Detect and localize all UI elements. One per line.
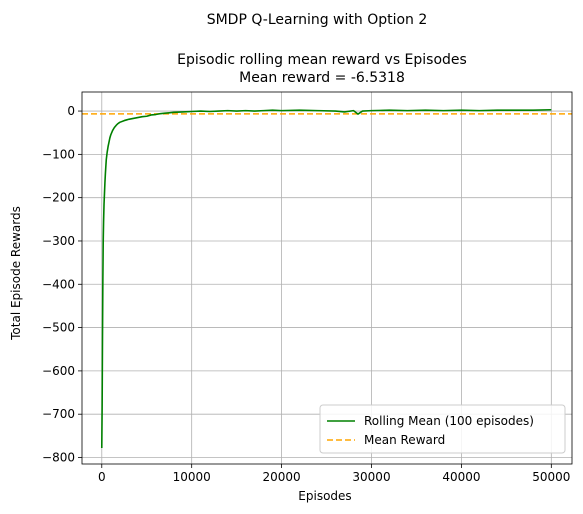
y-tick-label: −700: [42, 407, 75, 421]
legend: Rolling Mean (100 episodes) Mean Reward: [319, 404, 566, 454]
y-axis-ticks: 0 −100 −200 −300 −400 −500 −600 −700 −800: [42, 104, 82, 465]
x-tick-label: 20000: [263, 470, 301, 484]
x-axis-ticks: 0 10000 20000 30000 40000 50000: [98, 464, 570, 484]
x-tick-label: 0: [98, 470, 106, 484]
y-tick-label: −300: [42, 234, 75, 248]
chart-suptitle: SMDP Q-Learning with Option 2: [207, 12, 428, 28]
x-axis-label: Episodes: [298, 489, 351, 503]
y-tick-label: −500: [42, 321, 75, 335]
legend-mean-reward-label: Mean Reward: [364, 433, 445, 447]
y-axis-label: Total Episode Rewards: [9, 206, 23, 341]
y-tick-label: −200: [42, 191, 75, 205]
y-tick-label: −800: [42, 451, 75, 465]
y-tick-label: 0: [67, 104, 75, 118]
legend-rolling-mean-label: Rolling Mean (100 episodes): [364, 414, 534, 428]
y-tick-label: −400: [42, 277, 75, 291]
legend-frame: [319, 404, 566, 454]
rolling-mean-line: [100, 108, 552, 448]
chart-title-line2: Mean reward = -6.5318: [239, 70, 405, 86]
y-tick-label: −100: [42, 147, 75, 161]
x-tick-label: 30000: [352, 470, 390, 484]
y-tick-label: −600: [42, 364, 75, 378]
x-tick-label: 50000: [532, 470, 570, 484]
plot-frame: [81, 91, 573, 465]
x-tick-label: 40000: [442, 470, 480, 484]
chart-title-line1: Episodic rolling mean reward vs Episodes: [177, 52, 467, 68]
rolling-mean-layer: [100, 108, 552, 448]
x-tick-label: 10000: [173, 470, 211, 484]
